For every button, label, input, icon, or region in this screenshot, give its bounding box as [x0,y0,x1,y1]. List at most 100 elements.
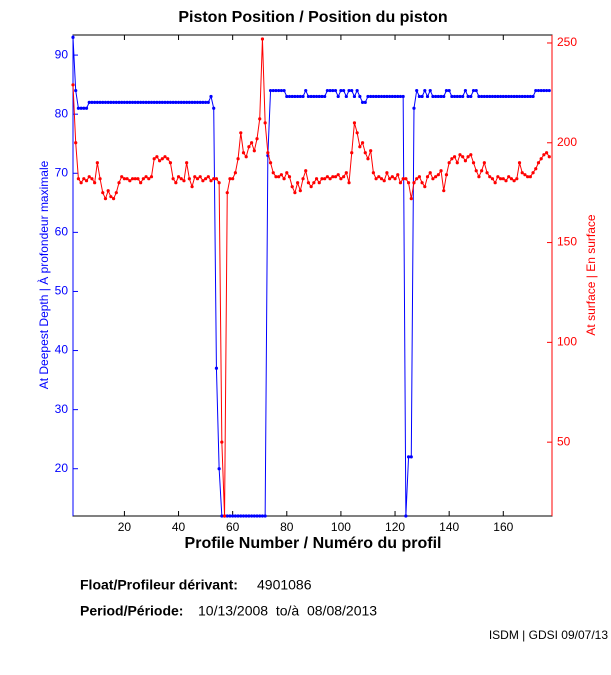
data-point [439,169,443,173]
data-point [277,175,281,179]
data-point [420,94,424,99]
data-point [298,94,302,99]
y2-axis-label: At surface | En surface [584,214,598,335]
data-point [225,191,229,195]
data-point [168,100,173,104]
data-point [401,94,405,99]
data-point [179,100,183,104]
data-point [431,177,435,181]
data-point [390,175,394,179]
data-point [166,100,170,104]
data-point [71,35,75,39]
data-point [385,94,389,99]
data-point [396,94,400,99]
data-point [531,171,535,175]
data-point [239,514,243,518]
data-point [436,173,440,177]
data-point [106,100,110,104]
data-point [480,169,484,173]
data-point [163,100,167,104]
data-point [444,173,449,177]
data-point [198,100,202,104]
y-tick-label: 60 [55,225,69,239]
data-point [363,100,367,104]
data-point [190,185,194,189]
data-point [412,106,416,110]
data-point [252,149,256,153]
data-point [333,175,338,179]
data-point [171,100,175,104]
data-point [160,100,164,104]
data-point [296,181,300,185]
data-point [152,157,156,161]
data-point [512,179,516,183]
data-point [442,94,446,99]
data-point [117,181,121,185]
data-point [301,177,305,181]
data-point [82,106,86,110]
data-point [493,94,497,99]
data-point [193,175,197,179]
data-point [76,177,81,181]
data-point [423,185,427,189]
data-point [350,151,354,155]
period-value: 10/13/2008 to/à 08/08/2013 [198,603,377,619]
data-point [360,141,365,145]
data-point [136,100,140,104]
data-point [149,175,154,179]
data-point [87,175,91,179]
data-point [482,161,486,165]
series-line [72,38,550,517]
data-point [279,88,283,93]
data-point [271,171,275,175]
data-point [498,177,503,181]
data-point [71,83,75,87]
data-point [366,157,370,161]
data-point [515,177,519,181]
data-point [220,440,224,444]
data-point [130,100,135,104]
data-point [128,100,132,104]
y2-tick-label: 200 [557,135,577,149]
data-point [103,100,108,104]
data-point [371,171,375,175]
y-tick-label: 80 [55,106,69,120]
data-point [323,94,327,99]
data-point [258,117,262,121]
y2-tick-label: 50 [557,434,571,448]
data-point [382,179,386,183]
data-point [174,181,178,185]
data-point [374,177,378,181]
data-point [471,161,476,165]
data-point [103,197,108,201]
data-point [396,173,400,177]
data-point [95,161,99,165]
data-point [517,161,522,165]
y-tick-label: 50 [55,284,69,298]
data-point [461,155,465,159]
data-point [447,161,451,165]
x-axis-label: Profile Number / Numéro du profil [185,535,442,552]
data-point [312,94,316,99]
data-point [244,155,248,159]
data-point [350,88,354,93]
data-point [342,88,346,93]
data-point [328,88,332,93]
data-point [344,171,348,175]
data-point [509,94,514,99]
data-point [90,177,94,181]
data-point [298,189,302,193]
data-point [542,153,546,157]
data-point [325,175,329,179]
y-tick-label: 40 [55,343,69,357]
data-point [244,514,248,518]
data-point [79,106,83,110]
float-label: Float/Profileur dérivant: [80,577,238,593]
y-tick-label: 30 [55,402,69,416]
data-point [141,100,145,104]
data-point [258,514,262,518]
data-point [317,181,321,185]
data-point [336,94,340,99]
data-point [434,175,438,179]
data-point [139,100,143,104]
